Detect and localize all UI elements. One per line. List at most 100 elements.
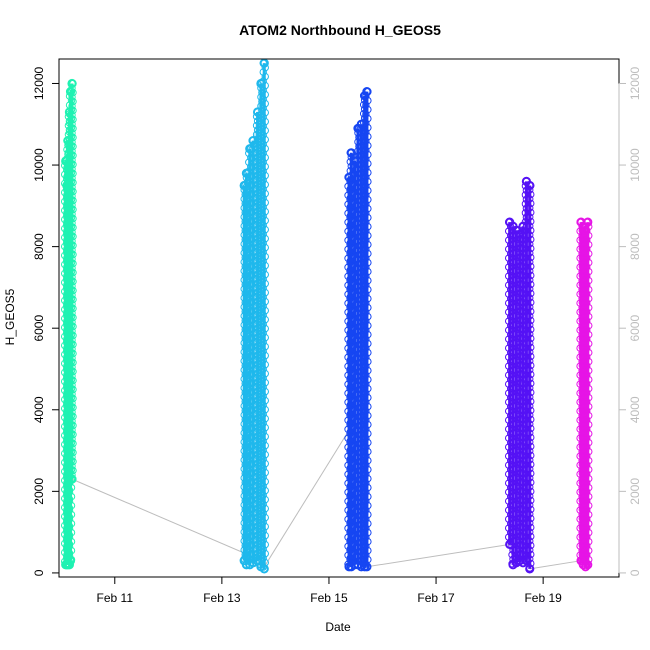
data-point bbox=[68, 291, 76, 299]
data-point bbox=[526, 537, 534, 545]
data-point-max bbox=[525, 180, 535, 191]
data-point bbox=[362, 200, 370, 208]
data-point bbox=[364, 393, 372, 402]
data-point bbox=[259, 419, 267, 427]
connector-lines bbox=[71, 429, 582, 570]
data-point bbox=[69, 304, 77, 313]
data-point bbox=[364, 456, 372, 465]
data-point bbox=[259, 473, 267, 481]
data-point bbox=[364, 168, 372, 177]
data-point bbox=[259, 266, 267, 274]
data-point bbox=[527, 226, 535, 235]
data-point bbox=[68, 120, 76, 128]
y-tick-label: 0 bbox=[32, 569, 46, 576]
data-point bbox=[526, 195, 534, 203]
x-tick-label: Feb 19 bbox=[524, 591, 562, 605]
data-point bbox=[69, 97, 77, 106]
data-point bbox=[585, 366, 593, 375]
data-point bbox=[585, 510, 593, 519]
data-point bbox=[259, 374, 267, 382]
data-point bbox=[259, 410, 267, 418]
data-point bbox=[583, 551, 591, 559]
data-series-group bbox=[60, 58, 593, 574]
data-point bbox=[68, 93, 76, 101]
data-point-min bbox=[259, 564, 269, 574]
data-point-min bbox=[65, 556, 76, 566]
data-point bbox=[362, 245, 370, 253]
data-point bbox=[69, 232, 77, 241]
data-point bbox=[261, 333, 269, 342]
data-point bbox=[527, 532, 535, 541]
data-point-max bbox=[67, 78, 77, 89]
data-point bbox=[261, 549, 269, 558]
data-point bbox=[364, 465, 372, 474]
data-point bbox=[583, 542, 591, 550]
data-point-min bbox=[580, 562, 591, 572]
data-point bbox=[259, 356, 267, 364]
data-point bbox=[583, 452, 591, 460]
data-point bbox=[68, 462, 76, 470]
data-point bbox=[585, 492, 593, 501]
data-point bbox=[259, 446, 267, 454]
data-point bbox=[261, 306, 269, 315]
data-point bbox=[259, 383, 267, 391]
data-point bbox=[585, 321, 593, 330]
data-point bbox=[362, 227, 370, 235]
y-tick-label: 10000 bbox=[32, 148, 46, 182]
data-point bbox=[261, 279, 269, 288]
y-tick-label: 12000 bbox=[32, 66, 46, 100]
series-1 bbox=[60, 78, 77, 570]
data-point bbox=[259, 482, 267, 490]
data-point bbox=[69, 349, 77, 358]
data-point bbox=[583, 398, 591, 406]
data-point-min bbox=[505, 539, 515, 549]
data-point bbox=[261, 423, 269, 432]
data-point bbox=[259, 455, 267, 463]
data-point-max bbox=[252, 107, 263, 117]
data-point bbox=[364, 249, 372, 258]
data-point bbox=[69, 223, 77, 232]
data-point bbox=[261, 153, 269, 162]
data-point bbox=[362, 506, 370, 514]
data-point bbox=[68, 219, 76, 227]
data-point bbox=[68, 300, 76, 308]
data-point bbox=[69, 286, 77, 295]
data-point bbox=[364, 312, 372, 321]
data-point bbox=[585, 438, 593, 447]
data-point bbox=[261, 468, 269, 477]
data-point bbox=[259, 536, 267, 544]
data-point bbox=[583, 434, 591, 442]
data-point bbox=[69, 385, 77, 394]
data-point-min bbox=[362, 562, 372, 572]
data-point bbox=[259, 185, 267, 193]
data-point bbox=[259, 401, 267, 409]
data-point bbox=[526, 339, 534, 347]
data-point bbox=[583, 254, 591, 262]
data-point bbox=[68, 426, 76, 434]
data-point bbox=[362, 155, 370, 163]
data-point bbox=[259, 518, 267, 526]
data-point bbox=[526, 204, 534, 212]
data-point bbox=[259, 464, 267, 472]
data-point bbox=[261, 414, 269, 423]
data-point bbox=[259, 275, 267, 283]
data-point bbox=[526, 483, 534, 491]
data-point bbox=[69, 412, 77, 421]
data-point bbox=[259, 149, 267, 157]
data-point bbox=[68, 453, 76, 461]
data-point bbox=[65, 488, 74, 496]
data-point bbox=[362, 236, 370, 244]
data-point-max bbox=[580, 225, 591, 235]
connector-line-2 bbox=[263, 429, 350, 568]
data-point bbox=[583, 497, 591, 505]
data-point bbox=[69, 421, 77, 430]
data-point bbox=[261, 450, 269, 459]
data-point bbox=[69, 196, 77, 205]
data-point bbox=[583, 479, 591, 487]
data-point bbox=[261, 297, 269, 306]
data-point bbox=[261, 459, 269, 468]
data-point bbox=[261, 225, 269, 234]
data-point-max bbox=[248, 135, 258, 146]
data-point bbox=[526, 438, 534, 446]
